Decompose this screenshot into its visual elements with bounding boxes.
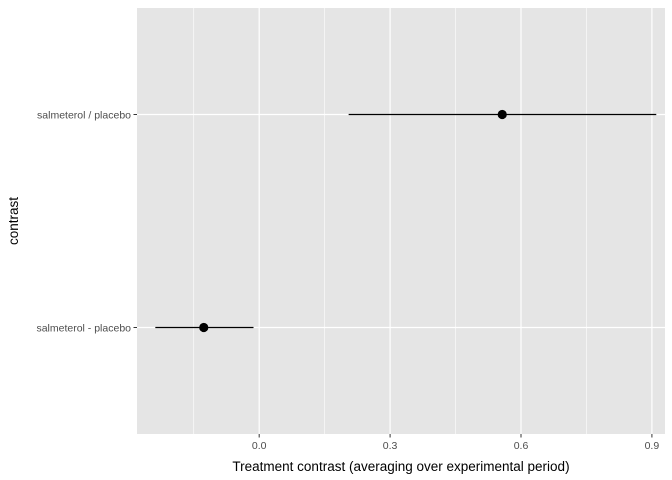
x-tick-label: 0.9 <box>645 440 660 452</box>
minor-gridlines <box>193 8 587 434</box>
data-points <box>199 109 507 333</box>
x-tick-label: 0.0 <box>252 440 267 452</box>
plot-panel <box>137 8 665 434</box>
y-tick-label: salmeterol - placebo <box>36 322 131 334</box>
x-axis: 0.0 0.3 0.6 0.9 <box>252 434 659 452</box>
y-tick-label: salmeterol / placebo <box>37 109 131 121</box>
data-point-1 <box>199 322 209 333</box>
y-axis-title: contrast <box>6 197 21 245</box>
data-point-0 <box>497 109 507 120</box>
x-tick-label: 0.6 <box>514 440 529 452</box>
x-tick-label: 0.3 <box>383 440 398 452</box>
y-axis: salmeterol / placebo salmeterol - placebo <box>36 109 137 334</box>
x-axis-title: Treatment contrast (averaging over exper… <box>232 459 569 474</box>
